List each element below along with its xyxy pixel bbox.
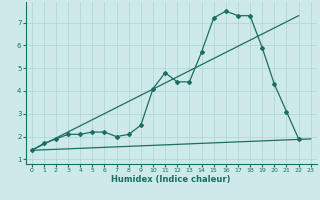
X-axis label: Humidex (Indice chaleur): Humidex (Indice chaleur): [111, 175, 231, 184]
